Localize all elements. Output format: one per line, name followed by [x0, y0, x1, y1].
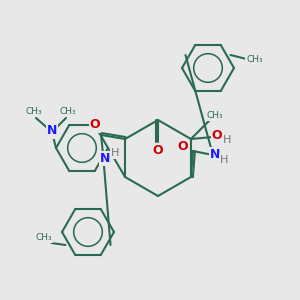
Text: CH₃: CH₃	[246, 56, 263, 64]
Text: CH₃: CH₃	[26, 106, 42, 116]
Text: CH₃: CH₃	[207, 112, 223, 121]
Text: O: O	[90, 118, 101, 131]
Text: H: H	[220, 155, 228, 165]
Text: CH₃: CH₃	[60, 106, 76, 116]
Text: CH₃: CH₃	[35, 233, 52, 242]
Text: H: H	[111, 148, 119, 158]
Text: N: N	[100, 152, 110, 164]
Text: O: O	[212, 130, 222, 142]
Text: N: N	[210, 148, 220, 160]
Text: N: N	[47, 124, 57, 137]
Text: O: O	[178, 140, 188, 154]
Text: H: H	[223, 135, 231, 145]
Text: O: O	[153, 143, 163, 157]
